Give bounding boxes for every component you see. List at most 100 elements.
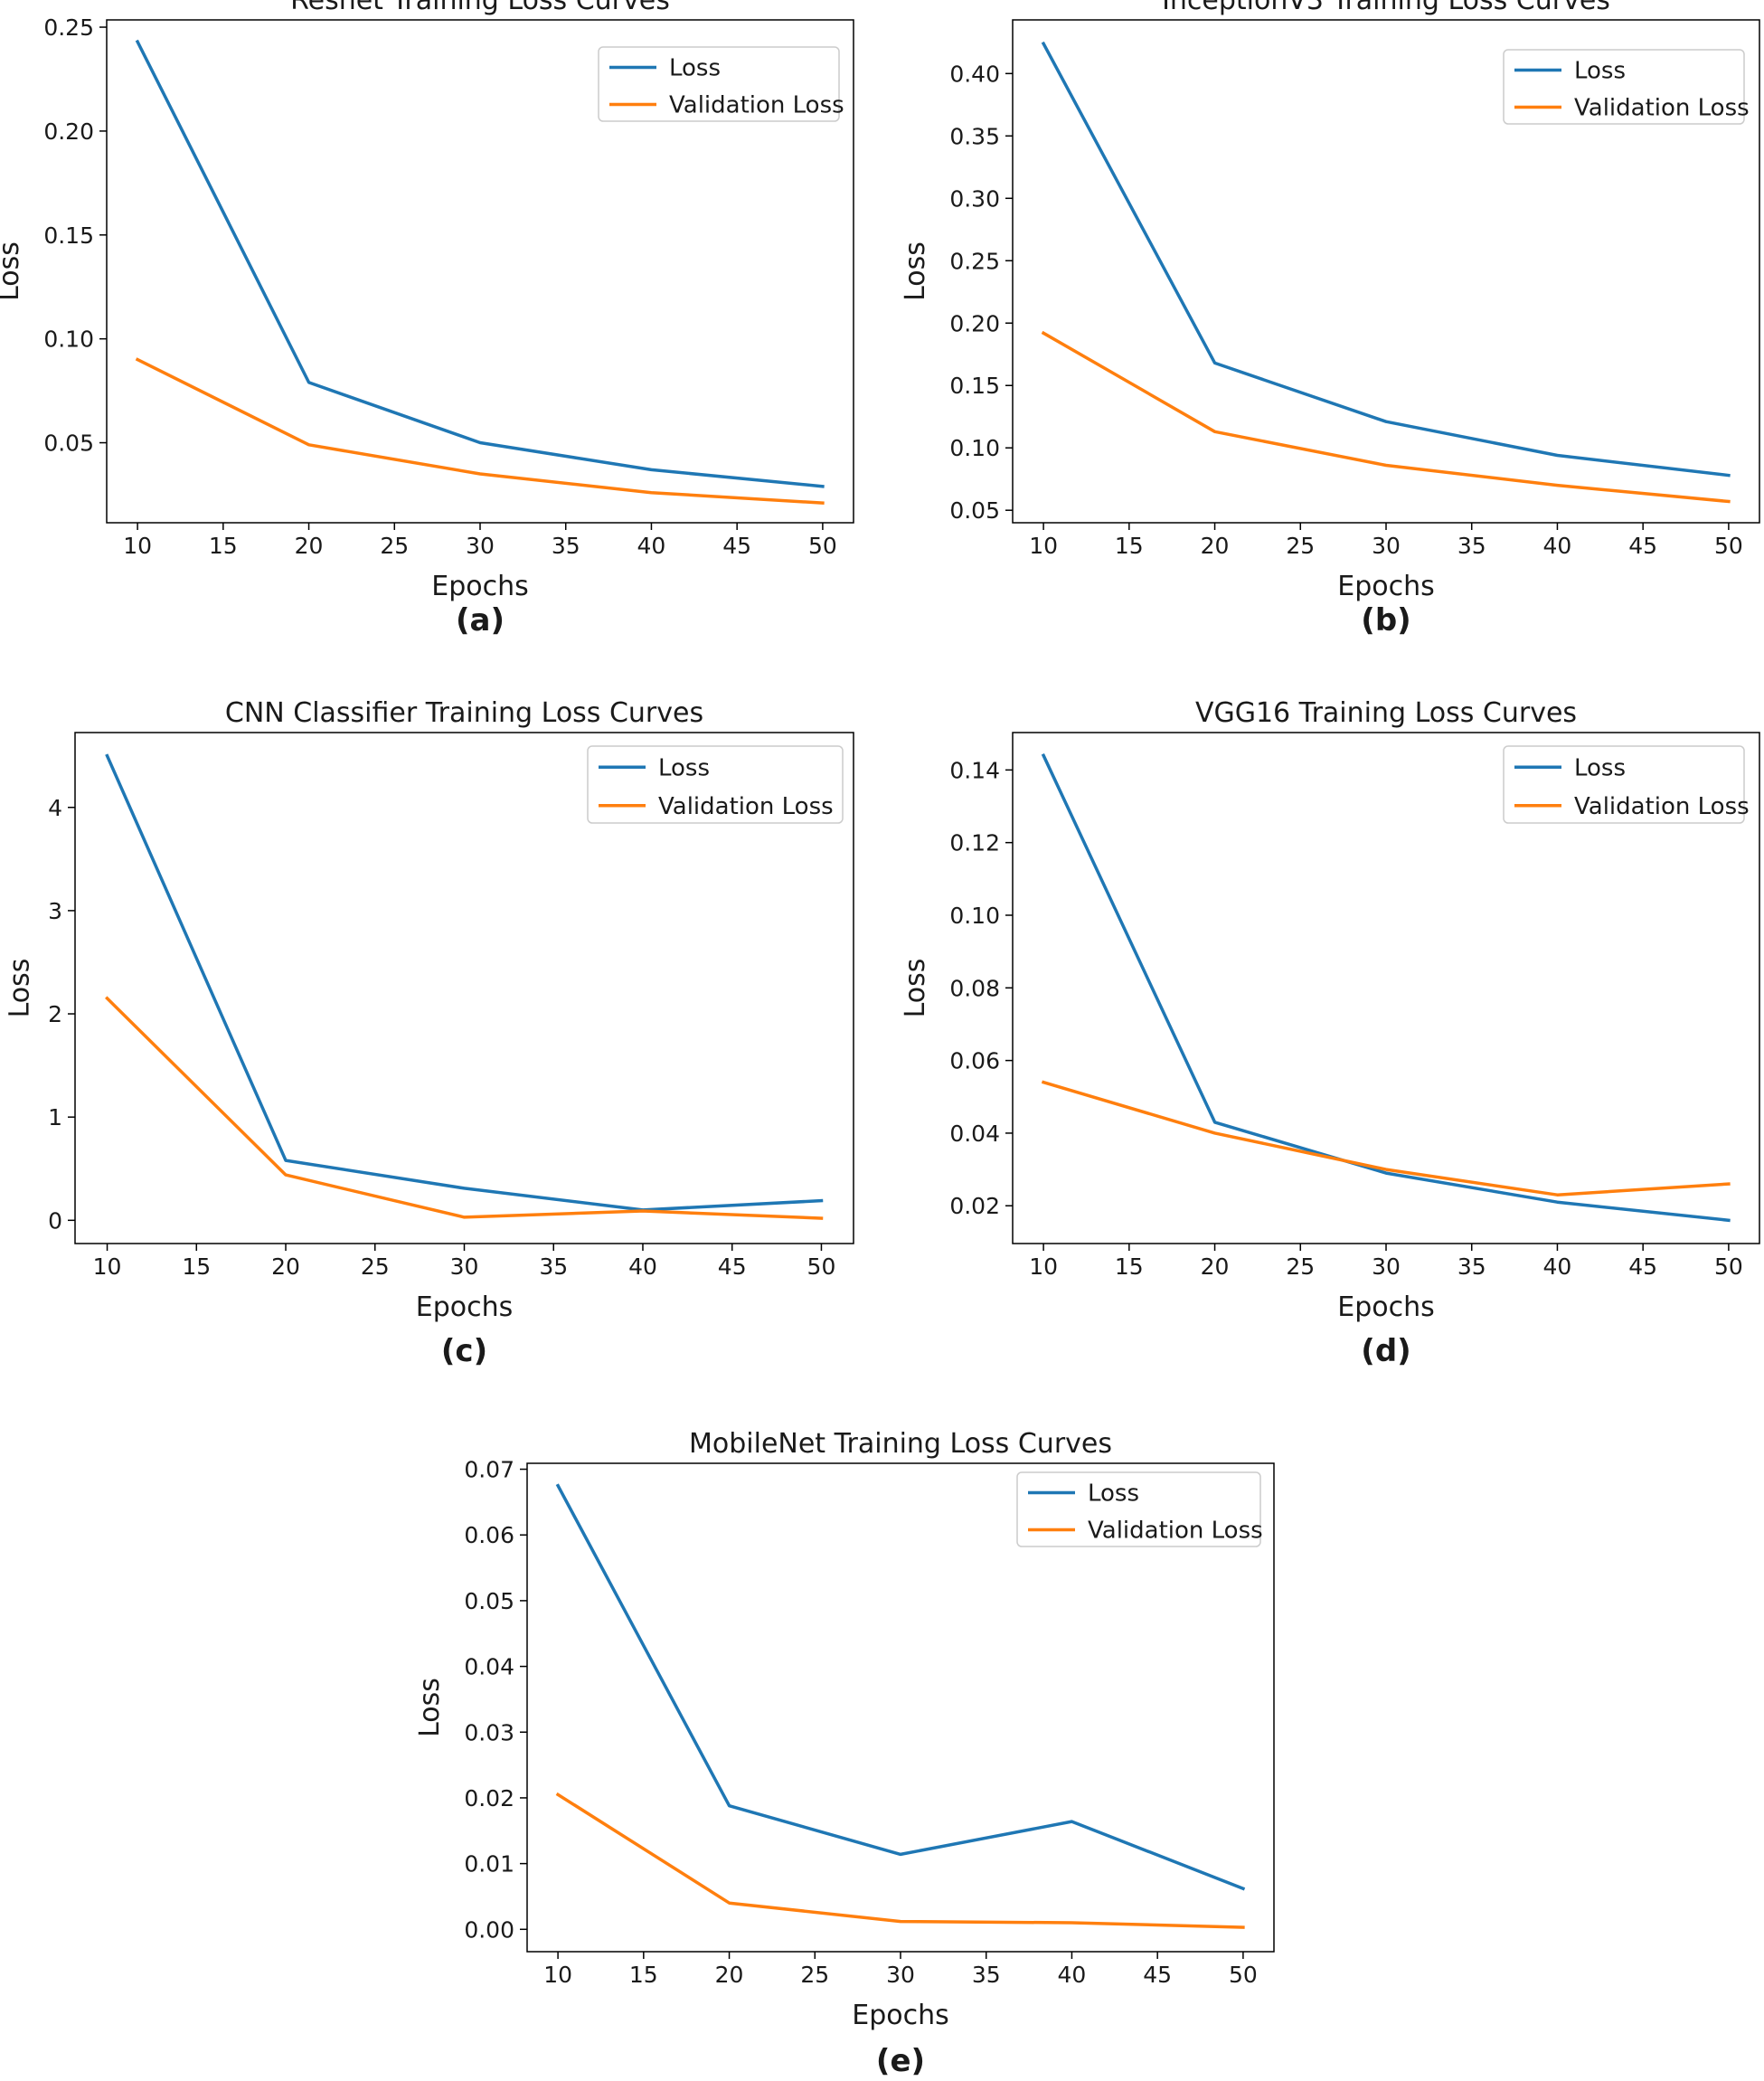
y-tick-label: 0.14: [949, 757, 1000, 783]
y-tick-label: 2: [48, 1001, 62, 1027]
y-tick-label: 0.12: [949, 830, 1000, 856]
x-axis-label: Epochs: [852, 2000, 949, 2031]
series-line-validation-loss: [1041, 330, 1731, 504]
y-tick-label: 0.40: [949, 61, 1000, 87]
series-line-loss: [105, 753, 824, 1212]
y-tick-label: 0.30: [949, 185, 1000, 212]
x-tick-label: 45: [1628, 533, 1657, 559]
x-tick-label: 50: [1714, 1253, 1743, 1280]
x-tick-label: 40: [1058, 1962, 1087, 1988]
legend: Loss Validation Loss: [1016, 1471, 1263, 1547]
y-axis-label: Loss: [0, 241, 25, 301]
x-tick-label: 45: [1628, 1253, 1657, 1280]
legend-label: Loss: [1574, 58, 1626, 85]
series-line-loss: [1041, 752, 1731, 1223]
y-axis-label: Loss: [900, 241, 931, 301]
y-tick-label: 0.04: [949, 1121, 1000, 1147]
x-tick-label: 45: [718, 1253, 747, 1280]
y-tick-label: 1: [48, 1104, 62, 1130]
x-tick-label: 30: [886, 1962, 915, 1988]
x-tick-label: 25: [800, 1962, 829, 1988]
y-tick-label: 0.05: [43, 430, 94, 457]
legend-label: Validation Loss: [669, 92, 844, 119]
legend-frame: [1503, 745, 1745, 824]
x-tick-label: 40: [1543, 533, 1572, 559]
figure-caption: (e): [876, 2043, 925, 2079]
x-tick-label: 15: [1115, 533, 1144, 559]
x-axis-label: Epochs: [1337, 571, 1435, 602]
series-line-validation-loss: [105, 996, 824, 1220]
x-tick-label: 20: [1201, 533, 1230, 559]
chart-title: MobileNet Training Loss Curves: [689, 1428, 1112, 1460]
y-tick-label: 0.15: [43, 222, 94, 249]
legend-frame: [1503, 49, 1745, 125]
x-tick-label: 40: [637, 533, 666, 559]
y-tick-label: 0.06: [949, 1048, 1000, 1074]
y-axis-label: Loss: [900, 959, 931, 1018]
legend-label: Validation Loss: [1088, 1518, 1263, 1545]
chart-5: MobileNet Training Loss Curves 10 15 20 25 30…: [414, 1428, 1275, 2079]
legend-label: Validation Loss: [1574, 793, 1750, 820]
x-tick-label: 50: [1229, 1962, 1258, 1988]
y-tick-label: 0.20: [949, 310, 1000, 336]
x-tick-label: 15: [182, 1253, 211, 1280]
chart-title: CNN Classifier Training Loss Curves: [225, 697, 703, 729]
figure-caption: (c): [441, 1333, 487, 1369]
legend: Loss Validation Loss: [1503, 49, 1750, 125]
x-tick-label: 50: [1714, 533, 1743, 559]
series-line-validation-loss: [135, 357, 825, 506]
y-tick-label: 0.25: [949, 248, 1000, 274]
x-tick-label: 35: [972, 1962, 1001, 1988]
y-tick-label: 0.05: [949, 497, 1000, 524]
x-tick-label: 10: [543, 1962, 572, 1988]
y-tick-label: 4: [48, 795, 62, 821]
legend-frame: [598, 46, 840, 122]
x-tick-label: 30: [466, 533, 495, 559]
y-tick-label: 0.00: [464, 1916, 514, 1943]
series-line-validation-loss: [1041, 1080, 1731, 1197]
legend-label: Loss: [669, 55, 721, 82]
x-tick-label: 25: [380, 533, 409, 559]
y-tick-label: 0.08: [949, 975, 1000, 1001]
y-tick-label: 0.01: [464, 1851, 514, 1878]
y-tick-label: 0.05: [464, 1588, 514, 1614]
y-tick-label: 0.04: [464, 1654, 514, 1680]
y-tick-label: 0.10: [949, 435, 1000, 461]
x-axis-label: Epochs: [431, 571, 529, 602]
x-tick-label: 40: [628, 1253, 657, 1280]
x-tick-label: 25: [1286, 1253, 1315, 1280]
x-tick-label: 15: [209, 533, 238, 559]
y-tick-label: 0: [48, 1207, 62, 1234]
x-axis-label: Epochs: [1337, 1291, 1435, 1323]
legend: Loss Validation Loss: [587, 745, 844, 824]
legend: Loss Validation Loss: [598, 46, 844, 122]
y-tick-label: 0.03: [464, 1719, 514, 1745]
series-line-validation-loss: [555, 1792, 1245, 1929]
legend-label: Loss: [1088, 1480, 1139, 1508]
x-tick-label: 35: [539, 1253, 568, 1280]
y-tick-label: 0.10: [43, 326, 94, 353]
x-tick-label: 35: [1457, 1253, 1486, 1280]
legend: Loss Validation Loss: [1503, 745, 1750, 824]
x-tick-label: 25: [361, 1253, 390, 1280]
y-axis-label: Loss: [5, 959, 36, 1018]
x-tick-label: 15: [629, 1962, 658, 1988]
x-tick-label: 20: [271, 1253, 300, 1280]
chart-title: Resnet Training Loss Curves: [290, 0, 670, 16]
x-tick-label: 30: [450, 1253, 479, 1280]
x-tick-label: 15: [1115, 1253, 1144, 1280]
chart-2: InceptionV3 Training Loss Curves 10 15 20 25…: [900, 0, 1760, 638]
x-tick-label: 20: [715, 1962, 744, 1988]
x-tick-label: 45: [722, 533, 751, 559]
x-tick-label: 10: [1029, 1253, 1058, 1280]
y-tick-label: 0.10: [949, 903, 1000, 929]
legend-frame: [1016, 1471, 1261, 1547]
y-tick-label: 0.02: [949, 1193, 1000, 1219]
x-tick-label: 50: [808, 533, 837, 559]
chart-1: Resnet Training Loss Curves 10 15 20 25 30 35 4…: [0, 0, 854, 638]
y-axis-label: Loss: [414, 1678, 446, 1737]
figure-caption: (a): [456, 602, 505, 638]
y-tick-label: 3: [48, 898, 62, 924]
legend-frame: [587, 745, 844, 824]
